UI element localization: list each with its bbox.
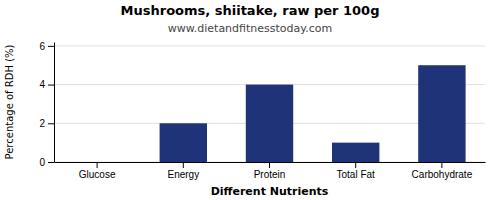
y-axis: 0 2 4 6 <box>39 41 54 168</box>
plot-area: Glucose Energy Protein Total Fat Carbohydrat… <box>39 41 485 181</box>
x-axis: Glucose Energy Protein Total Fat Carbohydrat… <box>55 162 486 180</box>
y-tick-label: 2 <box>39 118 45 129</box>
x-tick-label: Glucose <box>79 169 116 180</box>
x-tick-mark <box>97 162 98 168</box>
x-tick: Total Fat <box>337 162 376 180</box>
x-tick-mark <box>269 162 270 168</box>
x-tick-label: Carbohydrate <box>412 169 473 180</box>
x-tick: Protein <box>254 162 286 180</box>
y-tick: 6 <box>39 41 54 52</box>
y-axis-title: Percentage of RDH (%) <box>4 44 15 159</box>
x-tick: Energy <box>167 162 199 180</box>
x-tick-label: Total Fat <box>337 169 376 180</box>
y-tick: 0 <box>39 157 54 168</box>
bar <box>73 162 120 163</box>
y-tick: 2 <box>39 118 54 129</box>
chart: Mushrooms, shiitake, raw per 100g www.die… <box>0 0 500 200</box>
y-tick: 4 <box>39 79 54 90</box>
title: Mushrooms, shiitake, raw per 100g <box>121 3 380 18</box>
bar <box>160 123 207 162</box>
y-tick-mark <box>48 162 54 163</box>
bars <box>160 65 466 162</box>
y-tick-label: 6 <box>39 41 45 52</box>
x-tick-mark <box>441 162 442 168</box>
x-tick-mark <box>355 162 356 168</box>
subtitle: www.dietandfitnesstoday.com <box>168 22 332 35</box>
bar <box>418 65 465 162</box>
bar <box>246 85 293 162</box>
x-tick-label: Protein <box>254 169 286 180</box>
x-tick-label: Energy <box>167 169 199 180</box>
grid-line <box>54 45 485 46</box>
y-tick-label: 4 <box>39 79 45 90</box>
y-tick-mark <box>48 85 54 86</box>
y-tick-label: 0 <box>39 157 45 168</box>
y-axis-line <box>54 43 55 163</box>
grid <box>54 46 485 162</box>
x-tick: Glucose <box>79 162 116 180</box>
x-tick-mark <box>183 162 184 168</box>
y-tick-mark <box>48 123 54 124</box>
bar <box>332 143 379 162</box>
y-tick-mark <box>48 46 54 47</box>
x-tick: Carbohydrate <box>412 162 473 180</box>
x-axis-title: Different Nutrients <box>211 185 329 198</box>
